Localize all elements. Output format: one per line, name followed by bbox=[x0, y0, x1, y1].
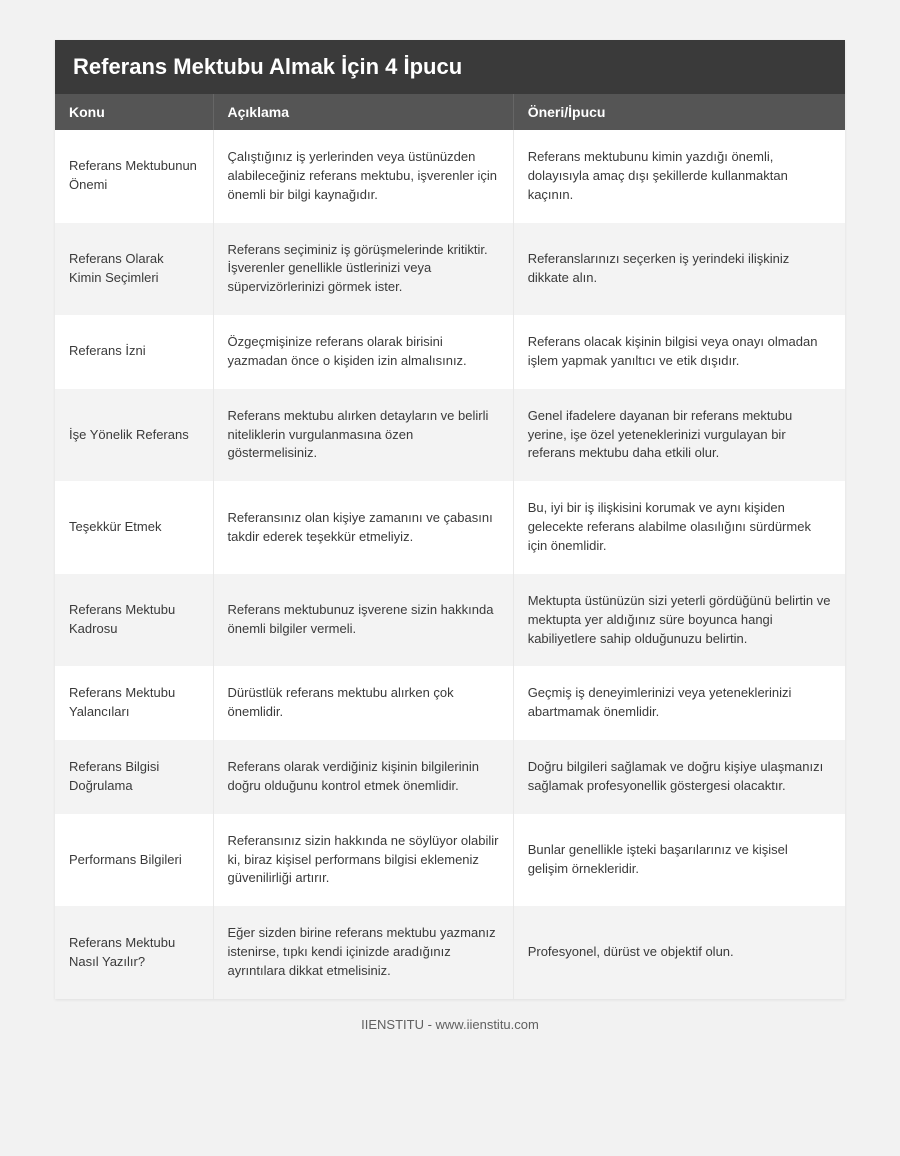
cell-topic: Referans Olarak Kimin Seçimleri bbox=[55, 223, 213, 316]
table-row: Referans İzniÖzgeçmişinize referans olar… bbox=[55, 315, 845, 389]
col-header-tip: Öneri/İpucu bbox=[513, 94, 845, 130]
cell-topic: Referans Mektubu Yalancıları bbox=[55, 666, 213, 740]
cell-tip: Geçmiş iş deneyimlerinizi veya yetenekle… bbox=[513, 666, 845, 740]
table-row: Performans BilgileriReferansınız sizin h… bbox=[55, 814, 845, 907]
cell-tip: Mektupta üstünüzün sizi yeterli gördüğün… bbox=[513, 574, 845, 667]
cell-topic: Referans Mektubunun Önemi bbox=[55, 130, 213, 223]
cell-tip: Bu, iyi bir iş ilişkisini korumak ve ayn… bbox=[513, 481, 845, 574]
cell-desc: Referans olarak verdiğiniz kişinin bilgi… bbox=[213, 740, 513, 814]
cell-desc: Özgeçmişinize referans olarak birisini y… bbox=[213, 315, 513, 389]
cell-desc: Dürüstlük referans mektubu alırken çok ö… bbox=[213, 666, 513, 740]
content-card: Referans Mektubu Almak İçin 4 İpucu Konu… bbox=[55, 40, 845, 999]
table-row: Teşekkür EtmekReferansınız olan kişiye z… bbox=[55, 481, 845, 574]
tips-table: Konu Açıklama Öneri/İpucu Referans Mektu… bbox=[55, 94, 845, 999]
table-row: Referans Mektubu KadrosuReferans mektubu… bbox=[55, 574, 845, 667]
cell-topic: İşe Yönelik Referans bbox=[55, 389, 213, 482]
cell-tip: Doğru bilgileri sağlamak ve doğru kişiye… bbox=[513, 740, 845, 814]
cell-tip: Referans mektubunu kimin yazdığı önemli,… bbox=[513, 130, 845, 223]
footer-text: IIENSTITU - www.iienstitu.com bbox=[55, 999, 845, 1050]
cell-desc: Referans mektubunuz işverene sizin hakkı… bbox=[213, 574, 513, 667]
cell-desc: Eğer sizden birine referans mektubu yazm… bbox=[213, 906, 513, 999]
cell-topic: Referans Mektubu Kadrosu bbox=[55, 574, 213, 667]
table-row: Referans Bilgisi DoğrulamaReferans olara… bbox=[55, 740, 845, 814]
cell-desc: Referansınız olan kişiye zamanını ve çab… bbox=[213, 481, 513, 574]
table-row: Referans Mektubu YalancılarıDürüstlük re… bbox=[55, 666, 845, 740]
table-row: İşe Yönelik ReferansReferans mektubu alı… bbox=[55, 389, 845, 482]
col-header-desc: Açıklama bbox=[213, 94, 513, 130]
cell-desc: Referans seçiminiz iş görüşmelerinde kri… bbox=[213, 223, 513, 316]
cell-tip: Bunlar genellikle işteki başarılarınız v… bbox=[513, 814, 845, 907]
cell-desc: Referansınız sizin hakkında ne söylüyor … bbox=[213, 814, 513, 907]
table-row: Referans Mektubunun ÖnemiÇalıştığınız iş… bbox=[55, 130, 845, 223]
cell-tip: Referans olacak kişinin bilgisi veya ona… bbox=[513, 315, 845, 389]
cell-topic: Referans Mektubu Nasıl Yazılır? bbox=[55, 906, 213, 999]
table-row: Referans Olarak Kimin SeçimleriReferans … bbox=[55, 223, 845, 316]
cell-topic: Referans Bilgisi Doğrulama bbox=[55, 740, 213, 814]
cell-desc: Çalıştığınız iş yerlerinden veya üstünüz… bbox=[213, 130, 513, 223]
cell-tip: Genel ifadelere dayanan bir referans mek… bbox=[513, 389, 845, 482]
cell-tip: Profesyonel, dürüst ve objektif olun. bbox=[513, 906, 845, 999]
cell-topic: Performans Bilgileri bbox=[55, 814, 213, 907]
table-row: Referans Mektubu Nasıl Yazılır?Eğer sizd… bbox=[55, 906, 845, 999]
page-title: Referans Mektubu Almak İçin 4 İpucu bbox=[55, 40, 845, 94]
cell-topic: Referans İzni bbox=[55, 315, 213, 389]
cell-tip: Referanslarınızı seçerken iş yerindeki i… bbox=[513, 223, 845, 316]
col-header-topic: Konu bbox=[55, 94, 213, 130]
cell-desc: Referans mektubu alırken detayların ve b… bbox=[213, 389, 513, 482]
cell-topic: Teşekkür Etmek bbox=[55, 481, 213, 574]
table-header-row: Konu Açıklama Öneri/İpucu bbox=[55, 94, 845, 130]
